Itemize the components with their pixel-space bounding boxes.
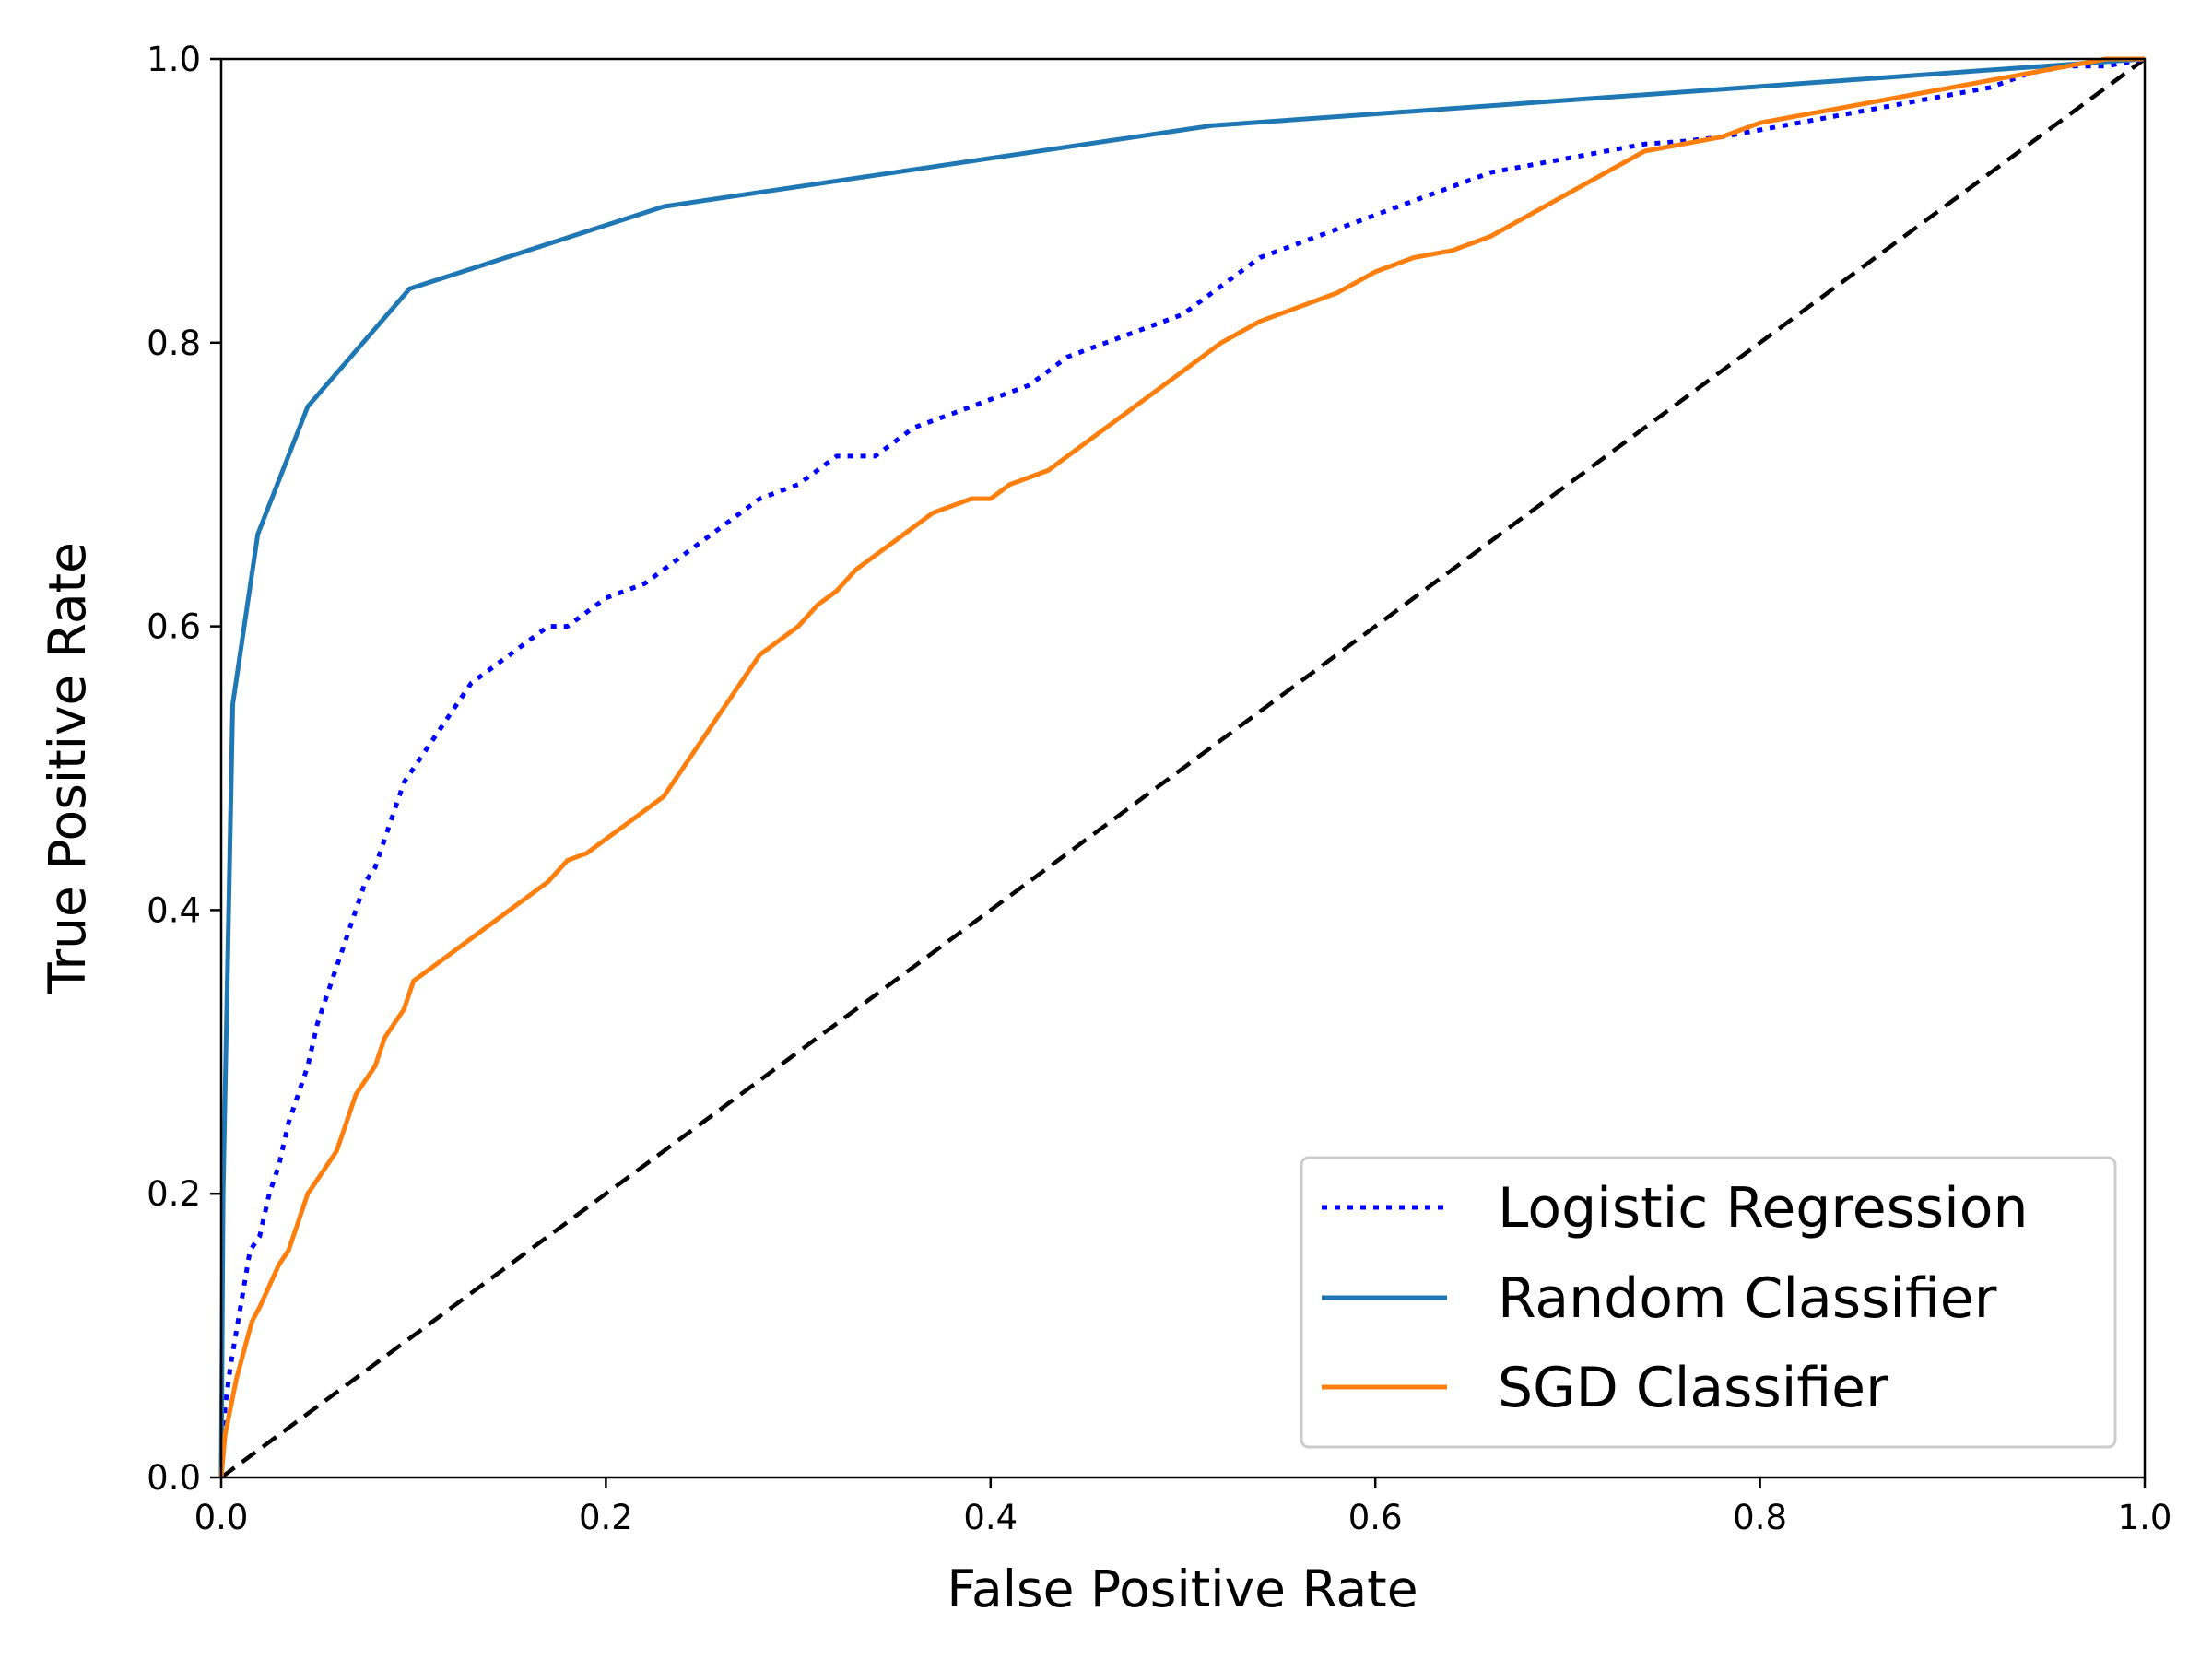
y-tick-label: 0.0 — [147, 1458, 201, 1498]
legend-label-logistic-regression: Logistic Regression — [1498, 1176, 2029, 1241]
y-tick-label: 0.4 — [147, 890, 201, 930]
y-tick-label: 0.2 — [147, 1174, 201, 1214]
y-tick-label: 1.0 — [147, 40, 201, 79]
x-tick-label: 0.8 — [1733, 1498, 1787, 1537]
reference-diagonal-line — [219, 57, 2147, 1479]
series-line-random-classifier — [218, 56, 2146, 1478]
legend-label-sgd-classifier: SGD Classifier — [1498, 1356, 1888, 1420]
x-axis-label: False Positive Rate — [947, 1559, 1418, 1618]
series-line-logistic-regression — [218, 56, 2146, 1478]
x-tick-label: 0.2 — [579, 1498, 633, 1537]
y-axis-label: True Positive Rate — [38, 542, 97, 994]
legend-label-random-classifier: Random Classifier — [1498, 1266, 1997, 1331]
x-tick-label: 0.6 — [1348, 1498, 1403, 1537]
x-tick-label: 0.4 — [963, 1498, 1018, 1537]
x-tick-label: 1.0 — [2118, 1498, 2172, 1537]
series-line-sgd-classifier — [218, 56, 2145, 1478]
axes-frame — [219, 57, 2147, 1479]
legend-box — [1300, 1156, 2117, 1449]
axis-ticks: 0.0 0.2 0.4 0.6 0.8 1.0 0.0 0.2 0.4 0.6 0.8 1.0 — [147, 40, 2171, 1537]
plot-area — [218, 56, 2147, 1479]
y-tick-label: 0.6 — [147, 607, 201, 647]
legend: Logistic Regression Random Classifier SG… — [1300, 1156, 2117, 1449]
x-tick-label: 0.0 — [194, 1498, 249, 1537]
y-tick-label: 0.8 — [147, 324, 201, 363]
